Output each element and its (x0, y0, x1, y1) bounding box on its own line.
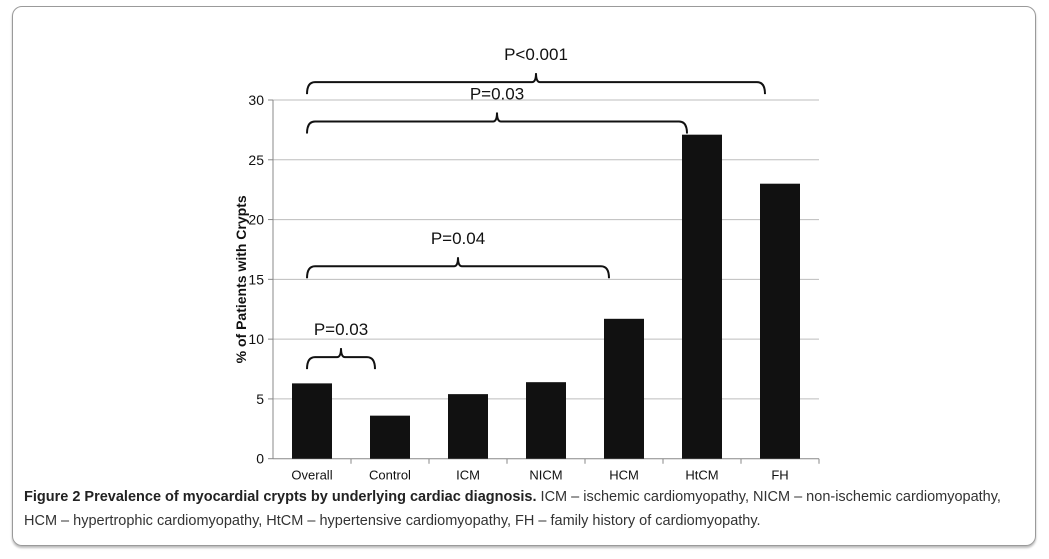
p-value-label: P=0.03 (314, 320, 368, 339)
figure-caption: Figure 2 Prevalence of myocardial crypts… (24, 485, 1024, 533)
y-tick-label: 20 (248, 212, 264, 228)
bar-icm (448, 394, 488, 459)
p-value-label: P=0.03 (470, 85, 524, 104)
bar-control (370, 415, 410, 459)
bar-chart: 0 5 10 15 20 25 30 % of Patients with Crypts Ove… (233, 45, 820, 480)
y-tick-label: 10 (248, 331, 264, 347)
bar-fh (760, 183, 800, 459)
figure-frame (12, 6, 1036, 546)
bar-htcm (682, 134, 722, 459)
x-tick-label: ICM (456, 468, 480, 480)
y-tick-label: 25 (248, 152, 264, 168)
significance-bracket (306, 257, 610, 279)
significance-bracket (306, 112, 688, 134)
caption-text: ICM – ischemic cardiomyopathy, NICM – no… (24, 489, 1001, 529)
significance-bracket (306, 348, 376, 370)
x-tick-label: HCM (609, 468, 639, 480)
significance-bracket (306, 73, 766, 95)
x-tick-label: Overall (291, 468, 332, 480)
x-tick-label: NICM (529, 468, 562, 480)
caption-title: Figure 2 Prevalence of myocardial crypts… (24, 489, 537, 505)
p-value-label: P<0.001 (504, 45, 568, 64)
y-tick-label: 30 (248, 92, 264, 108)
p-value-label: P=0.04 (431, 229, 485, 248)
y-tick-label: 0 (256, 451, 264, 467)
x-tick-label: Control (369, 468, 411, 480)
y-axis-label: % of Patients with Crypts (233, 195, 249, 363)
bar-hcm (604, 318, 644, 459)
x-tick-label: HtCM (685, 468, 718, 480)
bar-nicm (526, 382, 566, 459)
y-tick-label: 15 (248, 271, 264, 287)
y-tick-label: 5 (256, 391, 264, 407)
bar-overall (292, 383, 332, 459)
x-tick-label: FH (771, 468, 788, 480)
